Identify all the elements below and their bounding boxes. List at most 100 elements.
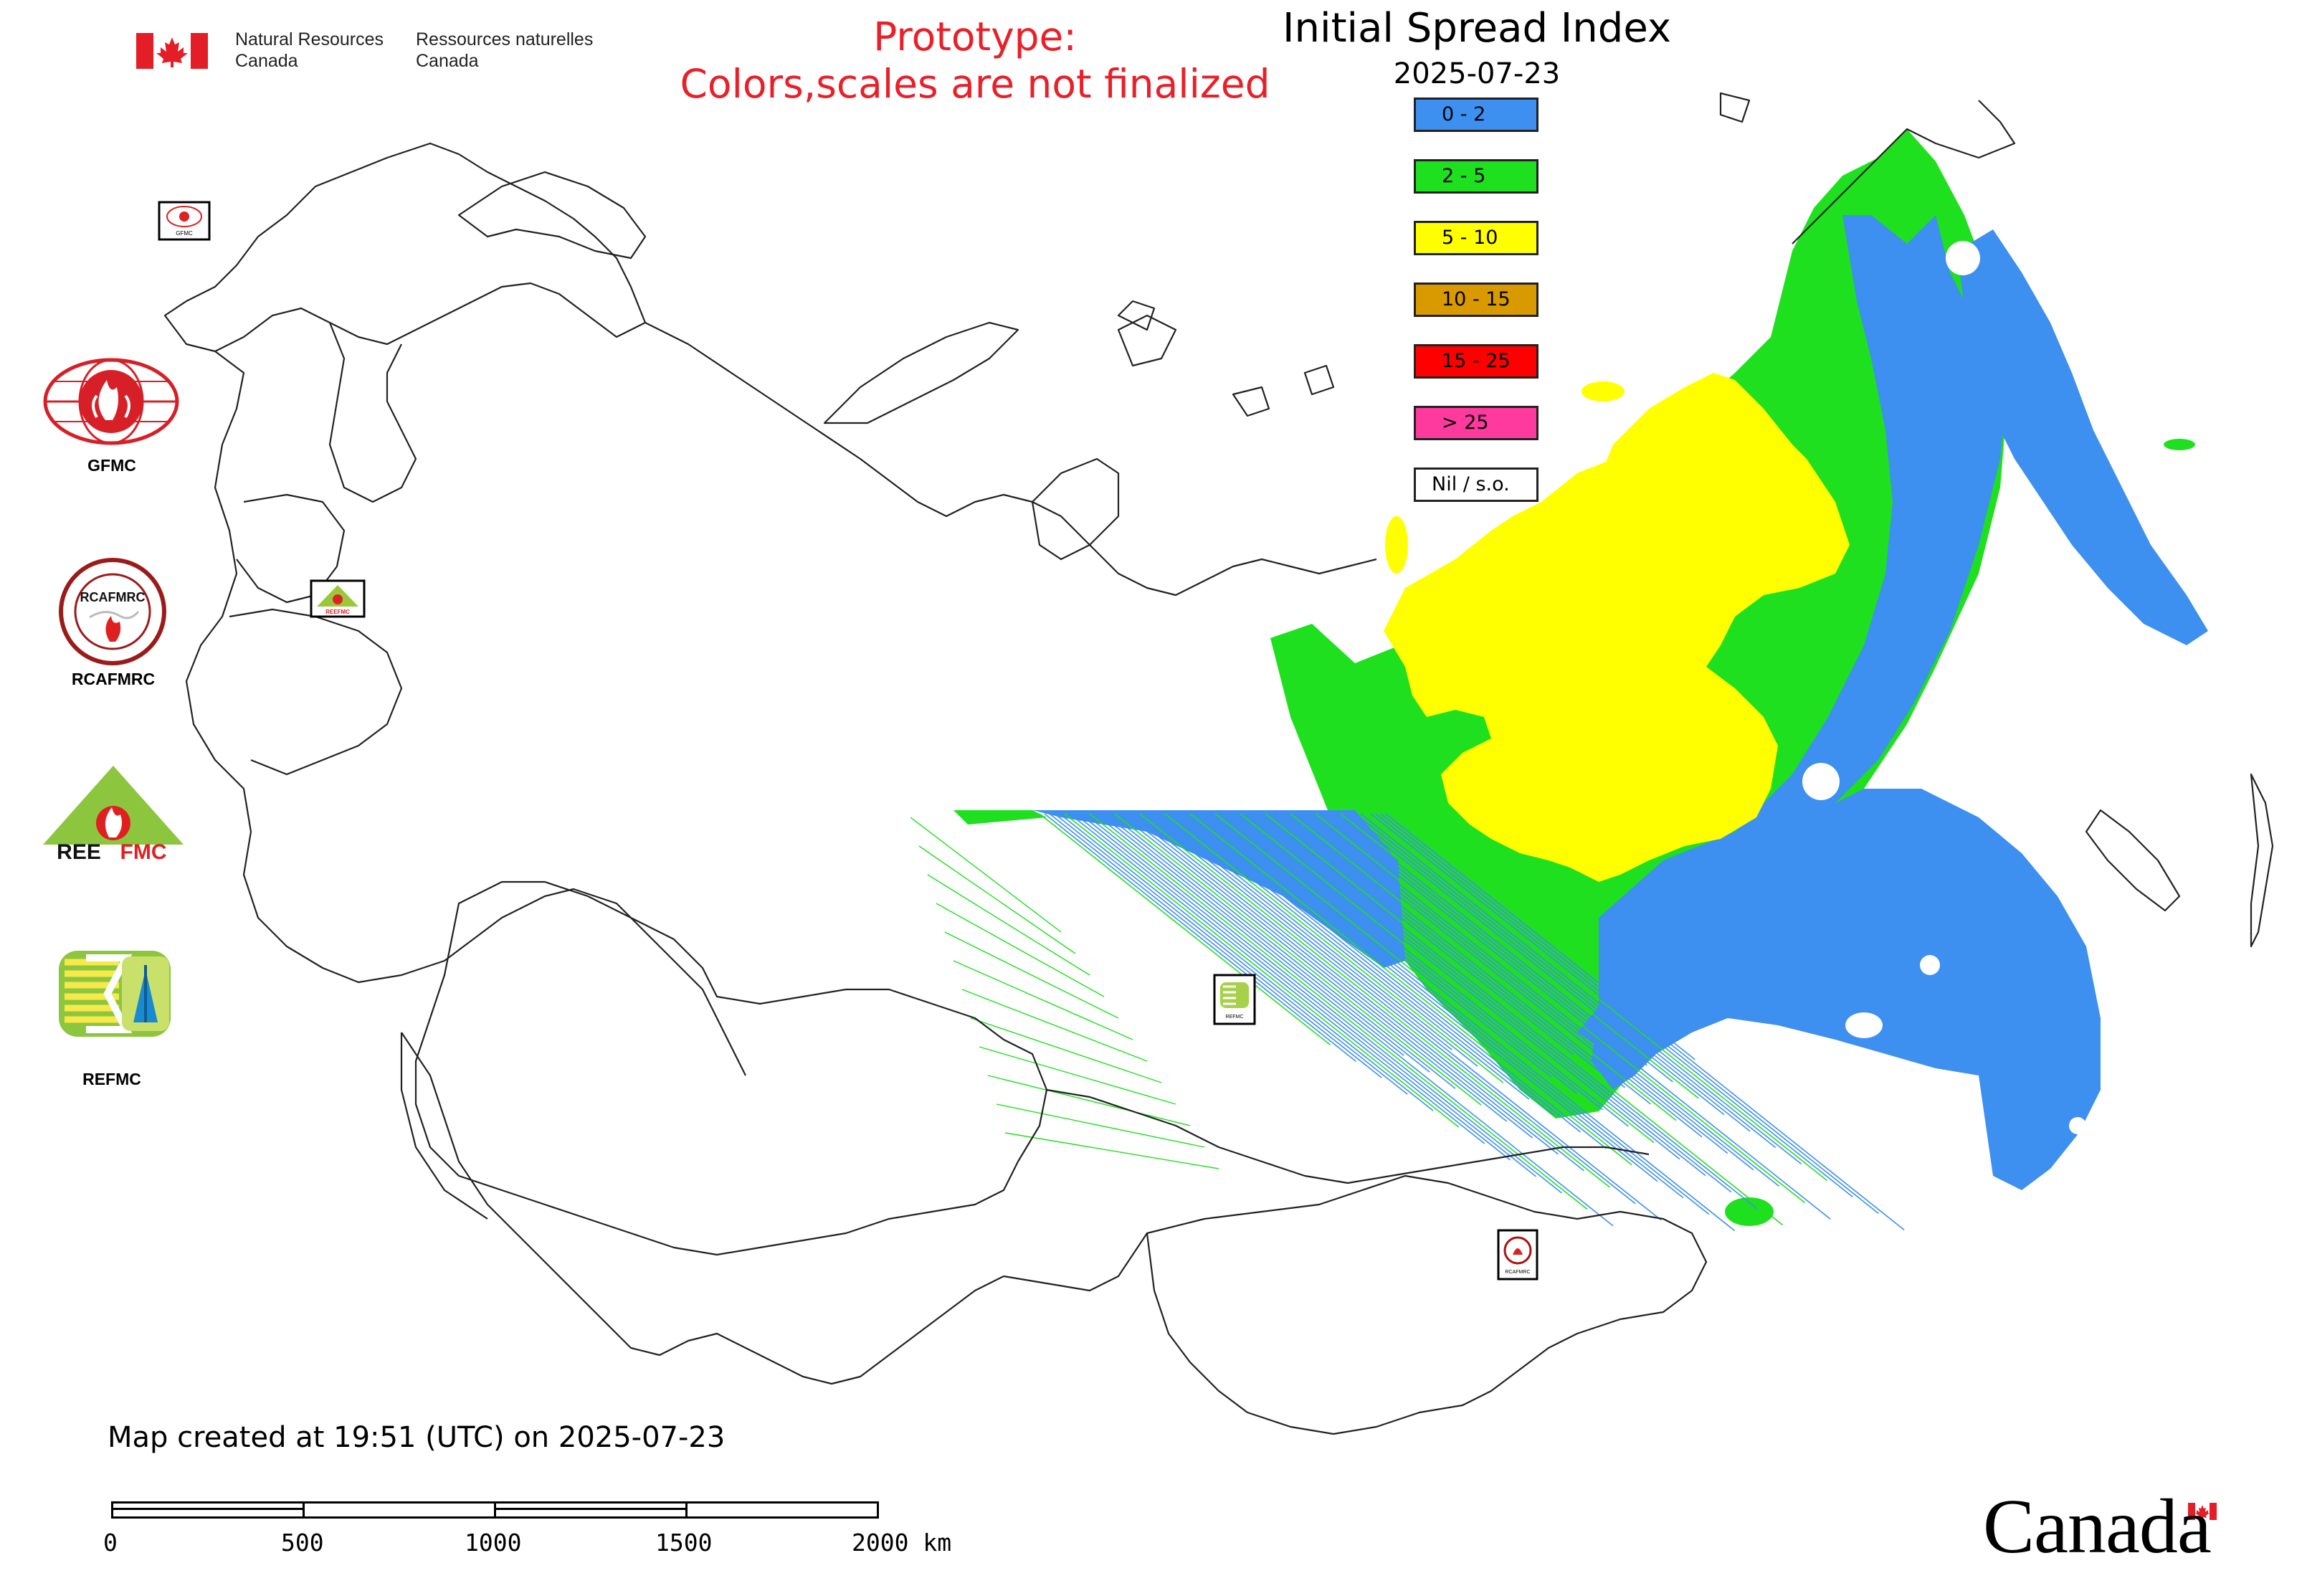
border-severnaya: [1117, 314, 1177, 367]
swath-stripe: [1084, 813, 1562, 1194]
svg-text:REFMC: REFMC: [1226, 1015, 1244, 1020]
swath-stripe: [1154, 813, 1452, 1050]
swath-stripe: [1144, 813, 1636, 1205]
agency-en-line2: Canada: [235, 51, 298, 71]
scale-tick-2000: 2000 km: [852, 1529, 952, 1557]
scale-segment: [111, 1501, 305, 1519]
swath-stripe: [1245, 813, 1680, 1160]
legend-item-5-10: 5 - 10: [1414, 221, 1538, 255]
swath-stripe: [1350, 813, 1751, 1132]
swath-stripe: [1370, 813, 1853, 1198]
swath-stripe: [979, 1046, 1176, 1105]
isi-green-island-2: [2164, 439, 2195, 450]
swath-stripe: [1214, 813, 1526, 1061]
isi-yellow-island-1: [1582, 381, 1625, 402]
swath-stripe: [1134, 813, 1584, 1172]
prototype-line1: Prototype:: [873, 14, 1077, 60]
isi-blue-south: [1592, 789, 2101, 1190]
isi-green-island: [1725, 1197, 1774, 1226]
swath-stripe: [1104, 813, 1430, 1073]
scale-segment: [685, 1501, 879, 1519]
border-kola: [457, 171, 647, 260]
swath-stripe: [1094, 813, 1614, 1227]
border-taimyr: [1031, 457, 1120, 561]
swath-stripe: [1114, 813, 1482, 1106]
isi-yellow-upper: [1599, 373, 1835, 552]
swath-stripe: [1174, 813, 1556, 1116]
swath-stripe: [1179, 813, 1581, 1133]
swath-stripe: [1064, 813, 1460, 1128]
swath-stripe: [1054, 813, 1408, 1095]
svg-text:RCAFMRC: RCAFMRC: [1506, 1270, 1531, 1275]
swath-stripe: [996, 1103, 1205, 1148]
svg-text:RCAFMRC: RCAFMRC: [80, 590, 146, 604]
swath-stripe: [1109, 813, 1456, 1089]
border-novaya-zemlya: [823, 321, 1019, 424]
legend-title: Initial Spread Index: [1283, 5, 1671, 52]
swath-stripe: [1069, 813, 1485, 1144]
border-central-asia: [401, 1032, 1004, 1385]
swath-stripe: [910, 817, 1062, 933]
swath-stripe: [1330, 813, 1647, 1066]
lake: [2069, 1117, 2086, 1134]
swath-stripe: [1365, 813, 1827, 1182]
canada-wordmark-flag-icon: [2188, 1503, 2217, 1520]
border-arctic-islands: [1117, 92, 1751, 417]
agency-name-en: Natural Resources Canada: [235, 29, 384, 72]
swath-stripe: [1300, 813, 1728, 1154]
prototype-notice: Prototype: Colors,scales are not finaliz…: [631, 13, 1319, 108]
swath-stripe: [918, 845, 1076, 954]
country-borders: [163, 92, 2274, 1435]
swath-stripe: [1380, 813, 1905, 1230]
swath-stripe: [1375, 813, 1879, 1215]
legend-item-0-2: 0 - 2: [1414, 98, 1538, 132]
lake: [1920, 955, 1940, 975]
scale-tick-1500: 1500: [655, 1529, 713, 1557]
swath-stripe: [1049, 813, 1382, 1078]
swath-stripe: [927, 874, 1090, 976]
swath-stripe: [1139, 813, 1610, 1188]
agency-en-line1: Natural Resources: [235, 29, 384, 49]
swath-stripe: [1240, 813, 1655, 1144]
legend-item-15-25: 15 - 25: [1414, 344, 1538, 379]
swath-stripe: [1340, 813, 1699, 1099]
swath-stripe: [1129, 813, 1559, 1155]
lake: [1802, 763, 1840, 800]
isi-blue-east: [1577, 215, 2007, 1047]
swath-stripe: [1280, 813, 1625, 1088]
refmc-label: REFMC: [82, 1070, 141, 1088]
swath-stripe: [1325, 813, 1622, 1050]
border-ukraine: [229, 608, 403, 776]
swath-stripe: [1235, 813, 1629, 1127]
reefmc-logo: REE FMC: [39, 766, 188, 864]
swath-stripe: [1305, 813, 1754, 1171]
border-kazakhstan: [414, 880, 1048, 1256]
rcafmrc-logo: RCAFMRC: [59, 558, 166, 665]
swath-stripe: [1119, 813, 1508, 1122]
legend-item-gt-25: > 25: [1414, 406, 1538, 440]
swath-stripe: [1230, 813, 1603, 1111]
swath-stripe: [1209, 813, 1736, 1232]
swath-stripe: [1204, 813, 1710, 1215]
swath-stripe: [1124, 813, 1533, 1139]
legend-date: 2025-07-23: [1393, 57, 1561, 90]
border-baltics: [328, 322, 417, 503]
border-russia-coast: [645, 322, 1377, 597]
swath-stripe: [1044, 813, 1356, 1062]
swath-stripe: [1149, 813, 1662, 1221]
swath-stripe: [1169, 813, 1530, 1100]
canada-flag-icon: [136, 33, 208, 69]
swath-stripe: [1059, 813, 1434, 1111]
swath-stripe: [1255, 813, 1732, 1193]
refmc-map-marker: REFMC: [1213, 974, 1256, 1025]
swath-stripe: [1039, 813, 1331, 1046]
swath-stripe: [1345, 813, 1725, 1116]
swath-stripe: [961, 989, 1148, 1062]
swath-stripe: [1219, 813, 1552, 1078]
border-turkmen: [400, 1032, 488, 1220]
legend-item-2-5: 2 - 5: [1414, 159, 1538, 194]
border-siberia-south: [1046, 1088, 1650, 1184]
gfmc-map-marker: GFMC: [158, 201, 211, 241]
swath-stripe: [987, 1075, 1191, 1126]
